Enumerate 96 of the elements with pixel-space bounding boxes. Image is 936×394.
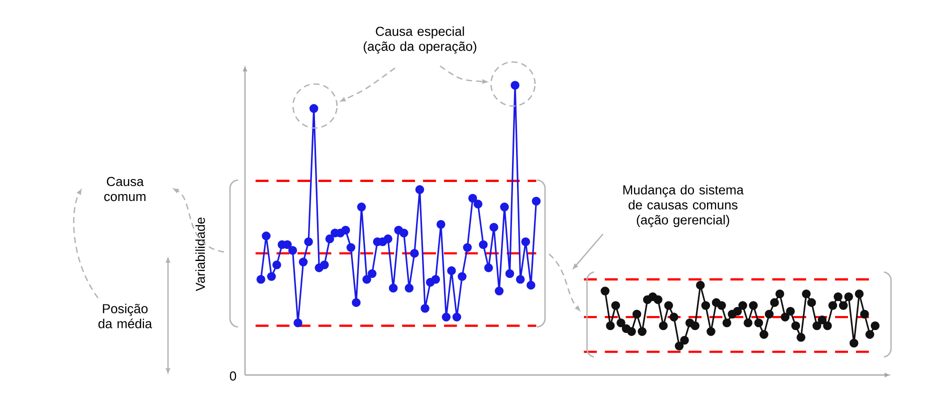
point bbox=[442, 312, 451, 322]
point bbox=[415, 185, 424, 194]
point bbox=[674, 342, 684, 350]
point bbox=[733, 306, 742, 316]
point bbox=[611, 301, 620, 310]
point bbox=[505, 269, 514, 278]
point bbox=[828, 301, 838, 310]
point bbox=[484, 263, 493, 272]
point bbox=[865, 330, 874, 339]
point bbox=[341, 226, 350, 235]
point bbox=[796, 332, 806, 342]
point bbox=[304, 237, 313, 246]
point bbox=[368, 269, 376, 278]
point bbox=[812, 321, 822, 330]
point bbox=[744, 318, 752, 328]
point bbox=[474, 200, 482, 208]
point bbox=[262, 232, 271, 240]
point bbox=[696, 280, 705, 290]
point bbox=[404, 284, 414, 292]
point bbox=[690, 321, 700, 330]
point bbox=[489, 222, 498, 232]
point bbox=[357, 202, 366, 212]
point bbox=[760, 330, 768, 339]
point bbox=[850, 338, 858, 348]
point bbox=[521, 237, 530, 246]
point bbox=[463, 243, 472, 252]
point bbox=[854, 289, 864, 298]
point bbox=[786, 306, 795, 316]
point bbox=[516, 274, 525, 284]
point bbox=[431, 274, 440, 284]
point bbox=[754, 318, 764, 328]
point bbox=[532, 196, 541, 206]
point bbox=[764, 310, 774, 319]
point bbox=[478, 240, 488, 250]
y-axis-title: Variabilidade bbox=[195, 218, 205, 292]
point bbox=[844, 292, 854, 302]
point bbox=[658, 321, 668, 330]
point bbox=[298, 258, 308, 266]
point bbox=[654, 295, 662, 304]
point bbox=[288, 246, 298, 255]
point bbox=[420, 304, 430, 313]
point bbox=[802, 289, 811, 298]
point bbox=[807, 298, 816, 307]
text: Posição da média bbox=[98, 304, 152, 328]
point bbox=[388, 284, 398, 292]
point bbox=[780, 312, 790, 322]
point bbox=[362, 274, 372, 284]
point bbox=[722, 318, 732, 328]
text: Causa comum bbox=[104, 176, 146, 202]
point bbox=[346, 243, 356, 252]
text: 0 bbox=[230, 371, 236, 381]
point bbox=[410, 248, 419, 258]
point bbox=[436, 220, 446, 229]
point bbox=[256, 274, 266, 284]
point bbox=[399, 228, 408, 238]
point bbox=[701, 301, 710, 310]
text: Causa especial (ação da operação) bbox=[364, 26, 476, 54]
point bbox=[706, 327, 716, 336]
point bbox=[494, 286, 504, 296]
point bbox=[447, 266, 456, 276]
point bbox=[791, 321, 800, 330]
point bbox=[267, 272, 276, 281]
point bbox=[638, 327, 647, 336]
point bbox=[606, 321, 615, 330]
point bbox=[320, 260, 329, 270]
point bbox=[510, 80, 520, 90]
point bbox=[384, 234, 392, 244]
point bbox=[272, 260, 282, 270]
point bbox=[770, 298, 779, 307]
point bbox=[352, 298, 361, 307]
point bbox=[526, 280, 536, 290]
point bbox=[717, 301, 726, 310]
point bbox=[627, 327, 636, 336]
annotation: Mudança do sistema de causas comuns (ação gerencial) bbox=[623, 184, 744, 228]
point bbox=[500, 202, 509, 212]
point bbox=[818, 316, 827, 324]
point bbox=[870, 321, 880, 330]
point bbox=[823, 321, 832, 330]
point bbox=[600, 286, 610, 296]
point bbox=[738, 301, 748, 310]
point bbox=[458, 272, 467, 281]
point bbox=[670, 312, 678, 322]
point bbox=[834, 292, 842, 302]
point bbox=[616, 318, 626, 328]
point bbox=[860, 310, 869, 319]
point bbox=[748, 301, 758, 310]
point bbox=[452, 312, 462, 322]
point bbox=[309, 104, 318, 113]
point bbox=[838, 301, 848, 310]
point bbox=[325, 234, 334, 244]
point bbox=[468, 194, 478, 203]
point bbox=[632, 310, 642, 319]
point bbox=[680, 336, 689, 345]
point bbox=[664, 301, 674, 310]
point bbox=[294, 318, 302, 328]
point bbox=[775, 289, 784, 298]
